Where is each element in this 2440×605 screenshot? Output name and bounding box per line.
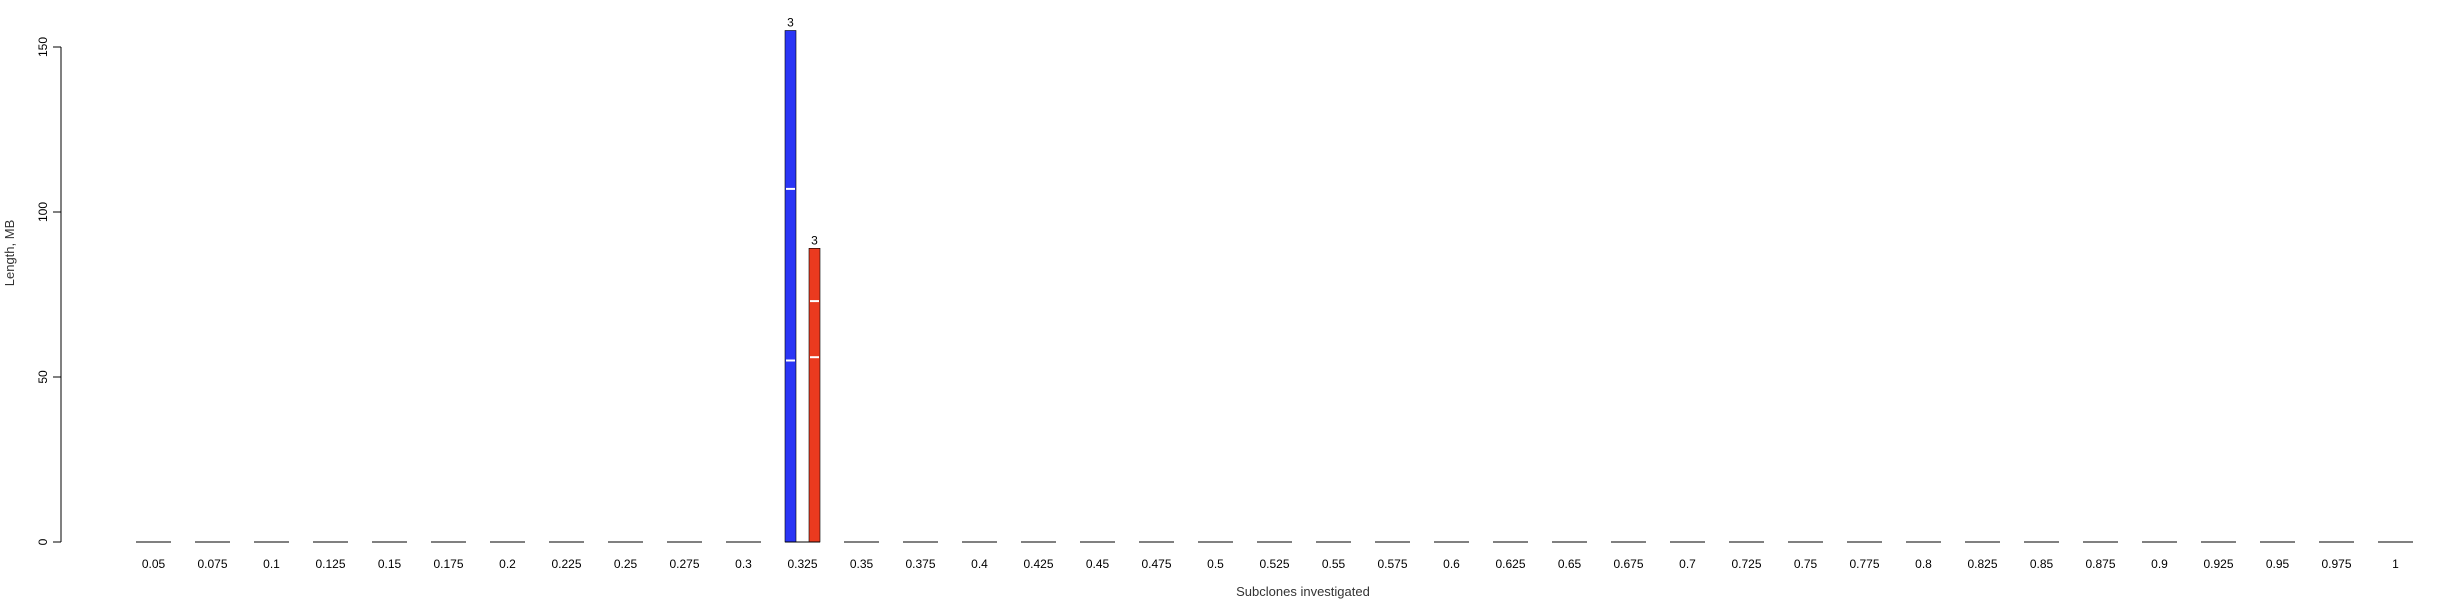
x-tick-label: 0.05 <box>142 557 166 571</box>
x-tick-label: 0.8 <box>1915 557 1932 571</box>
y-tick-label: 50 <box>36 370 50 384</box>
x-tick-label: 0.525 <box>1259 557 1289 571</box>
x-tick-label: 0.3 <box>735 557 752 571</box>
x-tick-label: 0.75 <box>1794 557 1818 571</box>
x-tick-label: 0.625 <box>1495 557 1525 571</box>
x-tick-label: 0.225 <box>551 557 581 571</box>
y-tick-label: 150 <box>36 37 50 57</box>
x-tick-label: 0.325 <box>787 557 817 571</box>
bars <box>136 30 2413 543</box>
x-tick-label: 0.075 <box>197 557 227 571</box>
x-tick-label: 0.375 <box>905 557 935 571</box>
x-tick-label: 0.475 <box>1141 557 1171 571</box>
x-tick-label: 0.45 <box>1086 557 1110 571</box>
data-labels: 33 <box>787 16 818 248</box>
y-tick-label: 100 <box>36 202 50 222</box>
x-tick-label: 0.1 <box>263 557 280 571</box>
x-tick-label: 0.875 <box>2085 557 2115 571</box>
x-tick-label: 0.575 <box>1377 557 1407 571</box>
x-tick-label: 0.725 <box>1731 557 1761 571</box>
y-axis-title: Length, MB <box>2 220 17 287</box>
x-tick-label: 0.65 <box>1558 557 1582 571</box>
bar <box>784 30 797 543</box>
x-tick-label: 0.35 <box>850 557 874 571</box>
bar-data-label: 3 <box>811 233 818 247</box>
x-tick-label: 0.425 <box>1023 557 1053 571</box>
x-tick-label: 0.6 <box>1443 557 1460 571</box>
x-tick-label: 0.4 <box>971 557 988 571</box>
x-tick-label: 0.175 <box>433 557 463 571</box>
x-tick-label: 0.55 <box>1322 557 1346 571</box>
bar-data-label: 3 <box>787 16 794 30</box>
y-tick-label: 0 <box>36 538 50 545</box>
x-tick-label: 0.15 <box>378 557 402 571</box>
x-tick-label: 0.9 <box>2151 557 2168 571</box>
x-tick-label: 1 <box>2392 557 2399 571</box>
x-axis-title: Subclones investigated <box>1236 584 1370 599</box>
x-tick-label: 0.775 <box>1849 557 1879 571</box>
x-tick-label: 0.2 <box>499 557 516 571</box>
x-tick-label: 0.85 <box>2030 557 2054 571</box>
y-axis: 0 50 100 150 <box>36 37 62 545</box>
x-tick-labels: 0.05 0.075 0.1 0.125 0.15 0.175 0.2 0.225 0.25 0.… <box>142 557 2399 571</box>
x-tick-label: 0.125 <box>315 557 345 571</box>
bar <box>808 248 821 543</box>
x-tick-label: 0.975 <box>2321 557 2351 571</box>
x-tick-label: 0.95 <box>2266 557 2290 571</box>
x-tick-label: 0.5 <box>1207 557 1224 571</box>
x-tick-label: 0.675 <box>1613 557 1643 571</box>
x-tick-label: 0.825 <box>1967 557 1997 571</box>
x-tick-label: 0.7 <box>1679 557 1696 571</box>
x-tick-label: 0.25 <box>614 557 638 571</box>
x-tick-label: 0.925 <box>2203 557 2233 571</box>
x-tick-label: 0.275 <box>669 557 699 571</box>
